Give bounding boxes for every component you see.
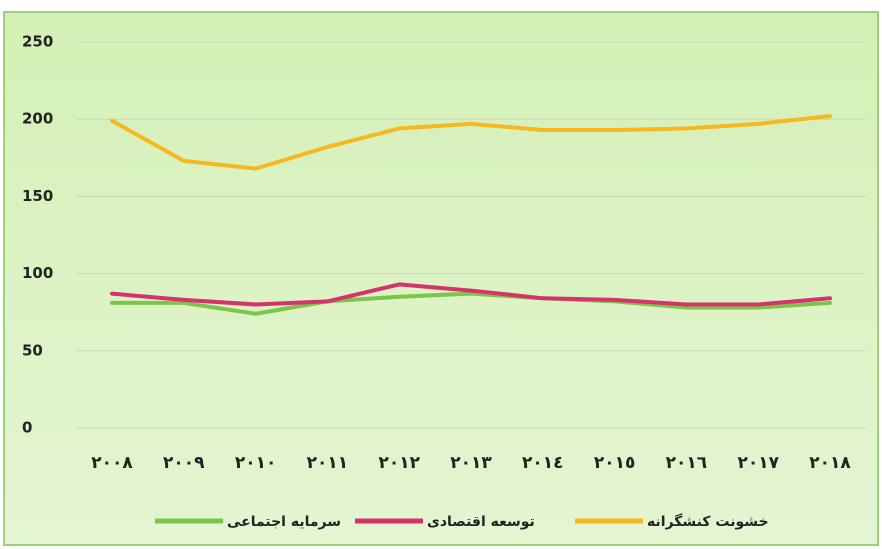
y-tick-label: 50: [22, 341, 43, 359]
y-tick-label: 0: [22, 419, 32, 437]
legend-label: خشونت کنشگرانه: [647, 513, 769, 530]
x-tick-label: ٢٠١٧: [737, 453, 779, 473]
x-tick-label: ٢٠٠٨: [91, 453, 133, 473]
y-tick-label: 100: [22, 264, 53, 282]
x-tick-label: ٢٠١٥: [594, 453, 636, 473]
y-tick-label: 200: [22, 110, 53, 128]
x-tick-label: ٢٠١٢: [378, 453, 420, 473]
legend-label: توسعه اقتصادی: [427, 514, 535, 530]
y-tick-label: 250: [22, 33, 53, 51]
x-tick-label: ٢٠٠٩: [163, 453, 205, 473]
page: 0 50 100 150 200 250 ٢٠٠٨ ٢٠٠٩ ٢٠١٠ ٢٠١١ ٢٠١٢ ٢٠١٣ ٢…: [0, 0, 882, 549]
x-tick-label: ٢٠١٠: [235, 453, 277, 473]
x-tick-label: ٢٠١٣: [450, 453, 492, 473]
legend-label: سرمایه اجتماعی: [227, 514, 341, 530]
chart: 0 50 100 150 200 250 ٢٠٠٨ ٢٠٠٩ ٢٠١٠ ٢٠١١ ٢٠١٢ ٢٠١٣ ٢…: [0, 0, 882, 549]
x-tick-label: ٢٠١٤: [522, 453, 564, 473]
x-tick-label: ٢٠١٦: [666, 453, 708, 473]
x-tick-label: ٢٠١١: [307, 453, 349, 473]
y-tick-label: 150: [22, 187, 53, 205]
x-tick-label: ٢٠١٨: [809, 453, 851, 473]
